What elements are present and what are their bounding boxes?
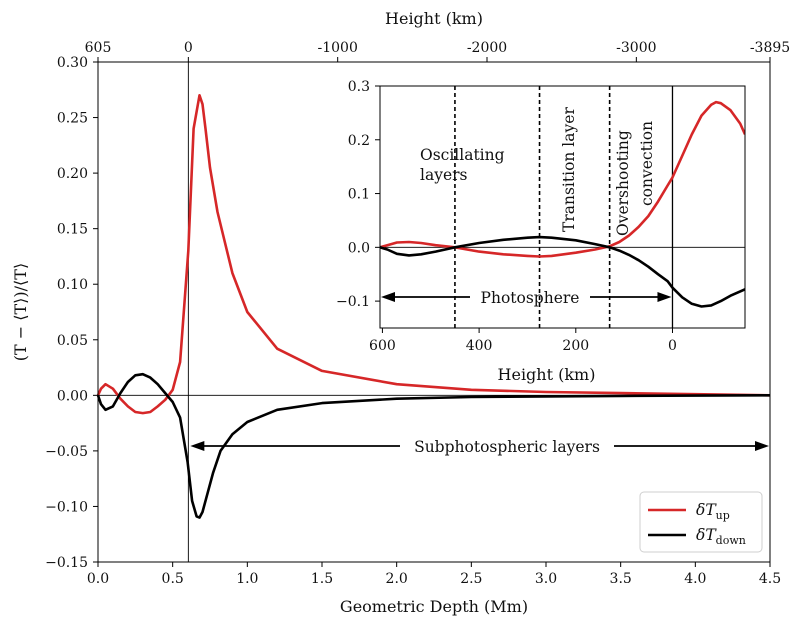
inset-y-tick-label: −0.1 xyxy=(336,294,370,310)
y-tick-label: −0.10 xyxy=(45,499,88,515)
overshooting-label-line1: Overshooting xyxy=(614,130,632,236)
subphoto-arrowhead-right xyxy=(755,441,769,451)
legend-label-up: δTup xyxy=(696,501,730,522)
x-tick-label: 0.5 xyxy=(162,571,184,587)
inset-x-tick-label: 0 xyxy=(668,338,677,354)
inset-x-tick-label: 400 xyxy=(466,338,493,354)
x-tick-label: 1.5 xyxy=(311,571,333,587)
top-axis-label: Height (km) xyxy=(385,9,483,28)
subphotospheric-label: Subphotospheric layers xyxy=(414,438,600,456)
y-tick-label: 0.30 xyxy=(57,55,88,71)
photosphere-arrowhead-right xyxy=(657,292,672,302)
inset-y-tick-label: 0.2 xyxy=(348,133,370,149)
y-tick-label: −0.15 xyxy=(45,555,88,571)
series-line-down xyxy=(96,372,771,519)
legend-symbol: δT xyxy=(696,501,717,519)
inset-x-tick-label: 200 xyxy=(562,338,589,354)
y-tick-label: 0.20 xyxy=(57,166,88,182)
top-tick-label: -3895 xyxy=(750,40,790,56)
inset-background xyxy=(380,86,745,328)
x-axis-label: Geometric Depth (Mm) xyxy=(340,597,528,616)
y-tick-label: 0.05 xyxy=(57,333,88,349)
subphoto-arrowhead-left xyxy=(190,441,205,451)
y-tick-label: 0.15 xyxy=(57,222,88,238)
x-tick-label: 3.0 xyxy=(535,571,557,587)
y-axis-label: (T − ⟨T⟩)/⟨T⟩ xyxy=(11,263,30,361)
top-tick-label: 605 xyxy=(85,40,112,56)
photosphere-label: Photosphere xyxy=(481,289,580,307)
x-tick-label: 1.0 xyxy=(236,571,258,587)
y-tick-label: 0.00 xyxy=(57,388,88,404)
inset-y-tick-label: 0.1 xyxy=(348,187,370,203)
oscillating-label-line1: Oscillating xyxy=(420,146,505,164)
series-line-up xyxy=(96,94,771,415)
inset-series-line-down xyxy=(380,235,745,308)
y-tick-label: −0.05 xyxy=(45,444,88,460)
y-tick-label: 0.10 xyxy=(57,277,88,293)
legend-subscript: up xyxy=(716,509,730,522)
inset-frame xyxy=(379,85,746,329)
x-tick-label: 0.0 xyxy=(87,571,109,587)
inset-y-tick-label: 0.0 xyxy=(348,240,370,256)
legend-box xyxy=(639,491,763,553)
top-tick-label: -1000 xyxy=(318,40,358,56)
inset-x-axis-label: Height (km) xyxy=(498,365,596,384)
inset-y-tick-label: 0.3 xyxy=(348,79,370,95)
overshooting-label-line2: convection xyxy=(638,121,656,206)
x-tick-label: 4.5 xyxy=(759,571,781,587)
legend-label-down: δTdown xyxy=(696,526,746,547)
inset-x-tick-label: 600 xyxy=(369,338,396,354)
legend-symbol: δT xyxy=(696,526,717,544)
top-tick-label: -2000 xyxy=(467,40,507,56)
x-tick-label: 4.0 xyxy=(684,571,706,587)
photosphere-arrowhead-left xyxy=(381,292,395,302)
main-plot-frame xyxy=(97,61,771,563)
x-tick-label: 2.0 xyxy=(386,571,408,587)
top-tick-label: -3000 xyxy=(616,40,656,56)
transition-layer-label: Transition layer xyxy=(560,107,578,232)
oscillating-label-line2: layers xyxy=(420,166,468,184)
x-tick-label: 2.5 xyxy=(460,571,482,587)
inset-series-line-up xyxy=(380,100,745,258)
legend-subscript: down xyxy=(716,534,746,547)
top-tick-label: 0 xyxy=(184,40,193,56)
y-tick-label: 0.25 xyxy=(57,111,88,127)
x-tick-label: 3.5 xyxy=(610,571,632,587)
